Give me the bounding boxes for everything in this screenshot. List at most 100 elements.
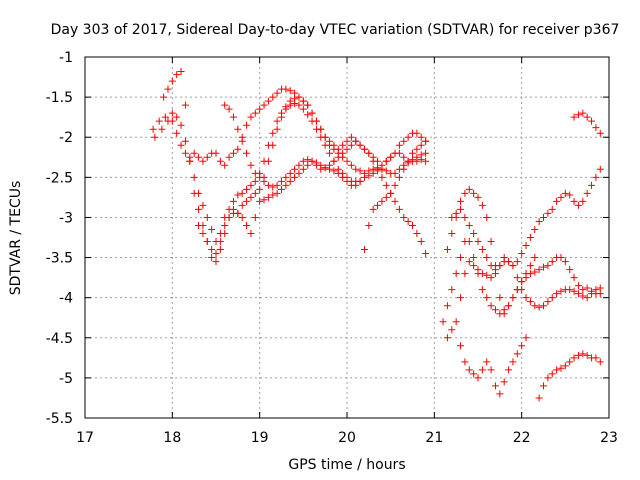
- data-point: [149, 125, 157, 133]
- data-point: [247, 229, 255, 237]
- grid: [85, 57, 609, 418]
- data-point: [535, 217, 543, 225]
- data-point: [295, 93, 303, 101]
- data-point: [251, 177, 259, 185]
- data-point: [465, 258, 473, 266]
- data-point: [278, 113, 285, 121]
- x-axis-label: GPS time / hours: [288, 457, 405, 473]
- data-point: [443, 334, 451, 342]
- data-point: [291, 165, 299, 173]
- x-tick-label: 20: [338, 430, 356, 446]
- data-point: [216, 246, 224, 254]
- data-point: [509, 262, 517, 270]
- data-point: [221, 229, 229, 237]
- data-point: [360, 145, 368, 153]
- data-point: [509, 294, 517, 302]
- data-point: [522, 270, 530, 278]
- data-point: [203, 238, 211, 246]
- data-point: [282, 173, 290, 181]
- data-point: [483, 358, 491, 366]
- data-point: [470, 254, 478, 262]
- data-point: [356, 177, 364, 185]
- data-point: [273, 189, 281, 197]
- data-point: [570, 354, 578, 362]
- data-point: [181, 137, 189, 145]
- data-point: [452, 270, 460, 278]
- data-point: [422, 250, 430, 258]
- data-point: [553, 366, 561, 374]
- data-point: [181, 101, 189, 109]
- series-track-9: [443, 185, 539, 318]
- data-point: [225, 105, 233, 113]
- data-point: [278, 185, 285, 193]
- data-point: [400, 137, 408, 145]
- data-point: [588, 290, 596, 298]
- data-point: [282, 85, 290, 93]
- data-point: [264, 181, 272, 189]
- data-point: [247, 161, 255, 169]
- data-point: [452, 213, 460, 221]
- data-point: [343, 145, 351, 153]
- data-point: [190, 189, 198, 197]
- data-point: [256, 185, 264, 193]
- data-point: [443, 302, 451, 310]
- data-point: [478, 201, 486, 209]
- data-point: [518, 250, 526, 258]
- data-point: [177, 121, 185, 129]
- data-point: [391, 181, 399, 189]
- data-point: [395, 149, 403, 157]
- data-point: [208, 225, 216, 233]
- data-point: [531, 268, 539, 276]
- data-point: [168, 77, 176, 85]
- data-point: [404, 157, 412, 165]
- data-point: [583, 113, 591, 121]
- data-point: [251, 169, 259, 177]
- data-point: [570, 274, 578, 282]
- data-point: [400, 165, 408, 173]
- data-point: [540, 263, 547, 271]
- data-point: [500, 378, 508, 386]
- data-point: [203, 153, 211, 161]
- data-point: [548, 258, 556, 266]
- data-point: [588, 117, 596, 125]
- data-point: [518, 278, 526, 286]
- data-point: [540, 213, 547, 221]
- data-point: [513, 258, 521, 266]
- data-point: [234, 145, 242, 153]
- data-point: [199, 201, 207, 209]
- data-point: [173, 71, 181, 79]
- series-track-5: [195, 137, 430, 258]
- data-point: [286, 87, 294, 95]
- data-point: [579, 109, 587, 117]
- data-point: [574, 290, 582, 298]
- data-point: [491, 306, 499, 314]
- data-point: [269, 93, 277, 101]
- data-point: [260, 177, 268, 185]
- data-point: [522, 242, 530, 250]
- data-point: [356, 141, 364, 149]
- data-point: [382, 157, 390, 165]
- data-point: [422, 137, 430, 145]
- data-point: [548, 205, 556, 213]
- data-point: [413, 145, 421, 153]
- data-point: [295, 161, 303, 169]
- data-point: [343, 177, 351, 185]
- data-point: [574, 351, 582, 359]
- series-track-1: [149, 85, 430, 169]
- data-point: [229, 149, 237, 157]
- data-point: [160, 93, 168, 101]
- data-point: [470, 370, 478, 378]
- data-point: [291, 173, 299, 181]
- data-point: [478, 246, 486, 254]
- y-tick-label: -1: [59, 50, 73, 66]
- data-point: [583, 294, 591, 302]
- y-tick-label: -3: [59, 210, 73, 226]
- y-tick-label: -5.5: [46, 411, 73, 427]
- x-tick-label: 17: [76, 430, 94, 446]
- data-point: [391, 169, 399, 177]
- data-point: [155, 117, 163, 125]
- data-point: [264, 193, 272, 201]
- data-point: [334, 153, 342, 161]
- data-point: [457, 294, 465, 302]
- data-point: [365, 149, 373, 157]
